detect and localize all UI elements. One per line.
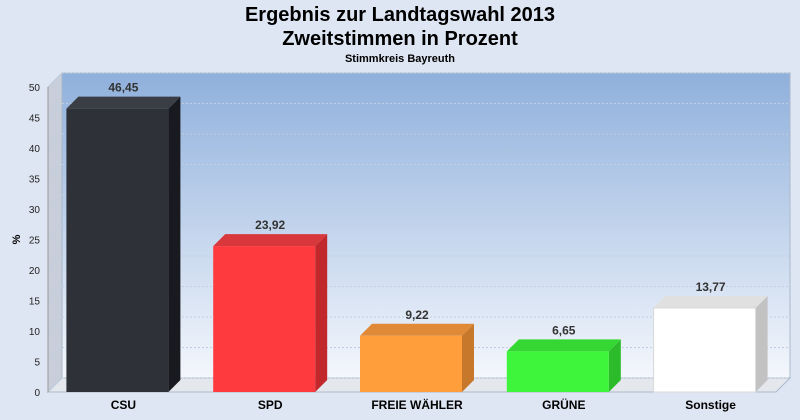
data-label: 23,92 xyxy=(255,218,285,232)
bar-top xyxy=(66,96,181,109)
y-tick-label: 15 xyxy=(29,297,41,308)
y-tick-label: 10 xyxy=(29,327,41,338)
gridline-side xyxy=(47,72,63,88)
bar-freie-wähler xyxy=(360,323,474,392)
bar-side xyxy=(168,96,181,392)
bar-front xyxy=(653,307,757,393)
data-label: 13,77 xyxy=(696,280,726,294)
gridline-side xyxy=(47,286,63,301)
data-label: 9,22 xyxy=(405,308,429,322)
gridline-side xyxy=(47,194,63,210)
bar-front xyxy=(360,335,462,392)
y-tick-label: 5 xyxy=(34,358,40,369)
gridline-side xyxy=(47,316,63,332)
gridline-side xyxy=(47,103,63,118)
x-tick-label: CSU xyxy=(111,398,136,412)
bar-grüne xyxy=(506,339,621,392)
gridline-side xyxy=(47,164,63,179)
bar-side xyxy=(462,323,474,392)
y-tick-label: 0 xyxy=(34,388,40,399)
bars xyxy=(66,96,768,393)
bar-top xyxy=(506,339,621,352)
chart-title-line1: Ergebnis zur Landtagswahl 2013 xyxy=(244,4,556,26)
bar-front xyxy=(506,351,609,392)
y-tick-label: 35 xyxy=(29,175,41,186)
x-tick-label: Sonstige xyxy=(685,398,736,412)
gridlines xyxy=(47,72,790,393)
gridline-side xyxy=(47,347,63,362)
y-axis-label: % xyxy=(11,234,23,244)
bar-side xyxy=(755,296,768,392)
y-tick-label: 40 xyxy=(29,144,41,155)
x-tick-label: SPD xyxy=(258,398,283,412)
bar-side xyxy=(608,339,621,392)
bar-side xyxy=(315,234,328,392)
bar-top xyxy=(213,234,328,247)
gridline-side xyxy=(47,133,63,149)
y-tick-label: 25 xyxy=(29,236,41,247)
gridline-side xyxy=(47,255,63,271)
bar-top xyxy=(653,296,768,309)
data-label: 46,45 xyxy=(108,81,138,95)
bar-front xyxy=(66,108,169,392)
chart-title-line2: Zweitstimmen in Prozent xyxy=(282,28,518,50)
chart-subtitle: Stimmkreis Bayreuth xyxy=(344,53,456,65)
x-tick-label: GRÜNE xyxy=(542,397,585,412)
bar-top xyxy=(360,323,474,336)
y-tick-label: 50 xyxy=(29,83,41,94)
data-label: 6,65 xyxy=(552,323,576,337)
gridline-side xyxy=(47,377,63,393)
gridline-side xyxy=(47,225,63,240)
bar-csu xyxy=(66,96,181,392)
bar-sonstige xyxy=(653,296,768,393)
y-axis: 0 5 10 15 20 25 30 35 40 45 50% xyxy=(11,83,49,399)
y-tick-label: 45 xyxy=(29,114,41,125)
y-tick-label: 20 xyxy=(29,266,41,277)
labels: 46,45 CSU 23,92 SPD 9,22 FREIE WÄHLER 6,65 GRÜN… xyxy=(108,81,736,412)
bar-spd xyxy=(213,234,328,392)
y-tick-label: 30 xyxy=(29,205,41,216)
bar-front xyxy=(213,246,316,392)
x-tick-label: FREIE WÄHLER xyxy=(371,397,463,412)
